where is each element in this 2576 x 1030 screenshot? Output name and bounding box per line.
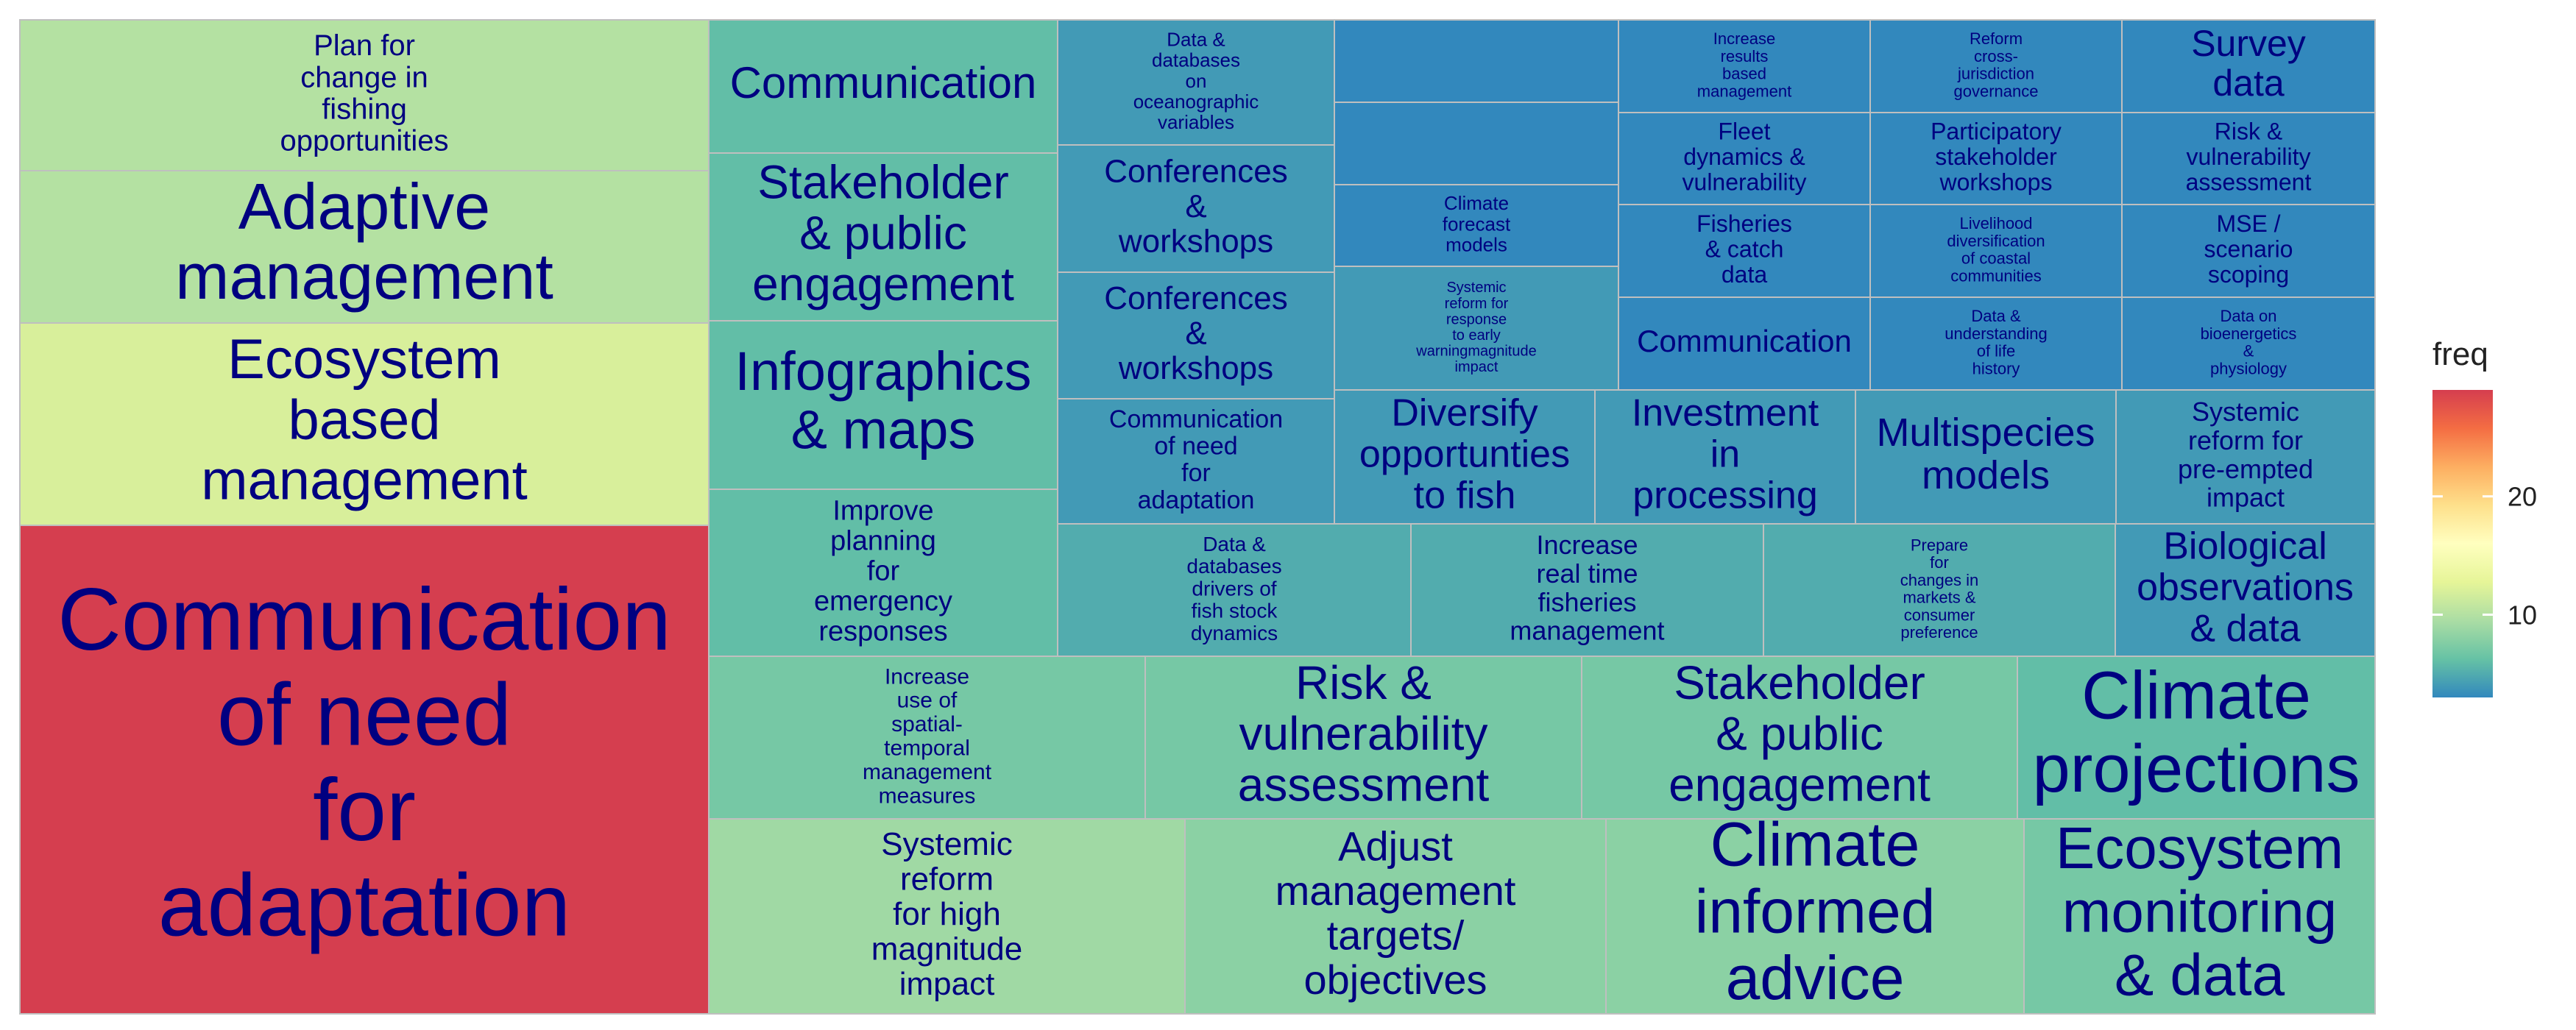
treemap-tile [1057,523,1412,657]
treemap-tile-label: Conferences & workshops [1104,153,1287,259]
treemap-tile-label: Diversify opportunties to fish [1359,391,1570,516]
treemap-tile-label: Prepare for changes in markets & consumer pre… [1900,536,1978,642]
treemap-tile [708,320,1058,490]
treemap-tile [2115,523,2376,657]
treemap-tile [1334,266,1619,391]
treemap-tile-label: Increase results based management [1697,29,1791,100]
treemap-tile-label: Reform cross-jurisdiction governance [1954,29,2039,100]
legend-tick-label: 10 [2508,600,2537,630]
treemap-tile [2121,296,2376,391]
treemap-tile [1057,144,1335,273]
treemap-tile-label: Conferences & workshops [1104,280,1287,386]
treemap-tile-label: Increase real time fisheries management [1510,530,1664,646]
treemap-tile [1869,204,2123,298]
treemap-tile [2115,389,2376,525]
treemap-tile-label: Plan for change in fishing opportunities [280,29,448,157]
treemap-tile-label: Climate forecast models [1443,192,1511,255]
treemap-tile-label: Data & databases on oceanographic variables [1133,29,1259,133]
treemap-tile [1618,19,1871,113]
treemap-tile [1184,818,1607,1015]
treemap-tile-label: Infographics & maps [735,341,1031,461]
treemap-tile-label: Participatory stakeholder workshops [1931,118,2062,195]
treemap-tile-label: Ecosystem based management [201,328,528,511]
treemap-tile [1869,112,2123,205]
treemap-tile-label: Data & understanding of life history [1945,307,2047,377]
treemap-tile-label: Risk & vulnerability assessment [1238,656,1490,811]
treemap-tile-label: Livelihood diversification of coastal commu… [1947,214,2045,285]
treemap-tile [708,818,1186,1015]
treemap-tile [1057,398,1335,525]
treemap-tile-label: Stakeholder & public engagement [752,156,1014,310]
treemap-tile [1144,656,1582,820]
treemap-tile-label: Fleet dynamics & vulnerability [1682,118,1807,195]
treemap-tile [19,19,710,171]
treemap-tile-label: Multispecies models [1876,411,2095,497]
treemap-tile-label: Data & databases drivers of fish stock dynam… [1186,533,1281,644]
treemap-tile-label: Climate projections [2033,658,2360,806]
treemap-tile-label: Systemic reform for high magnitude impact [871,826,1022,1002]
treemap-tile-label: Stakeholder & public engagement [1669,656,1931,811]
treemap-tile [708,656,1146,820]
treemap-tile [2121,112,2376,205]
treemap-tile [1334,184,1619,267]
treemap-tile [19,322,710,526]
treemap-tile-label: Climate informed advice [1695,810,1936,1012]
treemap-tile-label: Survey data [2191,23,2306,104]
treemap-tile-label: Biological observations & data [2137,525,2354,650]
treemap-tile-label: Ecosystem monitoring & data [2056,815,2343,1008]
treemap-tile [2023,818,2376,1015]
treemap-tile [1410,523,1764,657]
treemap-tile-label: Adaptive management [175,170,553,313]
treemap-tile-label: Systemic reform for pre-empted impact [2178,397,2313,513]
treemap-tile-label: Communication [1637,324,1852,358]
treemap-tile [19,525,710,1015]
treemap-tile [1618,204,1871,298]
treemap-tile-label: Fisheries & catch data [1696,210,1792,288]
treemap-tile-label: Improve planning for emergency responses [814,495,952,647]
treemap-tile-label: MSE / scenario scoping [2204,210,2293,288]
treemap-tile [1334,19,1619,103]
treemap-tile-label: Systemic reform for response to early warnin… [1415,280,1536,375]
treemap-tile-label: Adjust management targets/objectives [1275,823,1516,1002]
treemap-tile-label: Communication of need for adaptation [57,570,671,955]
treemap-tile [708,19,1058,154]
treemap-tile [19,170,710,324]
legend-tick-label: 20 [2508,482,2537,512]
treemap-tile [708,489,1058,657]
treemap-tile [2017,656,2376,820]
treemap-tile-label: Data on bioenergetics & physiology [2201,307,2297,377]
legend-color-bar [2432,390,2493,697]
legend-title: freq [2432,336,2488,372]
treemap-tile-label: Risk & vulnerability assessment [2186,118,2312,195]
treemap-tile [1581,656,2018,820]
treemap-tile-label: Communication of need for adaptation [1109,405,1283,514]
treemap-tile-label: Increase use of spatial-temporal management… [863,664,992,808]
treemap-tile [1605,818,2025,1015]
treemap-tile-label: Communication [730,58,1037,107]
treemap-tile-label: Investment in processing [1632,391,1819,516]
treemap-tile [708,152,1058,322]
treemap-tile [1618,112,1871,205]
treemap-tile [1057,19,1335,146]
